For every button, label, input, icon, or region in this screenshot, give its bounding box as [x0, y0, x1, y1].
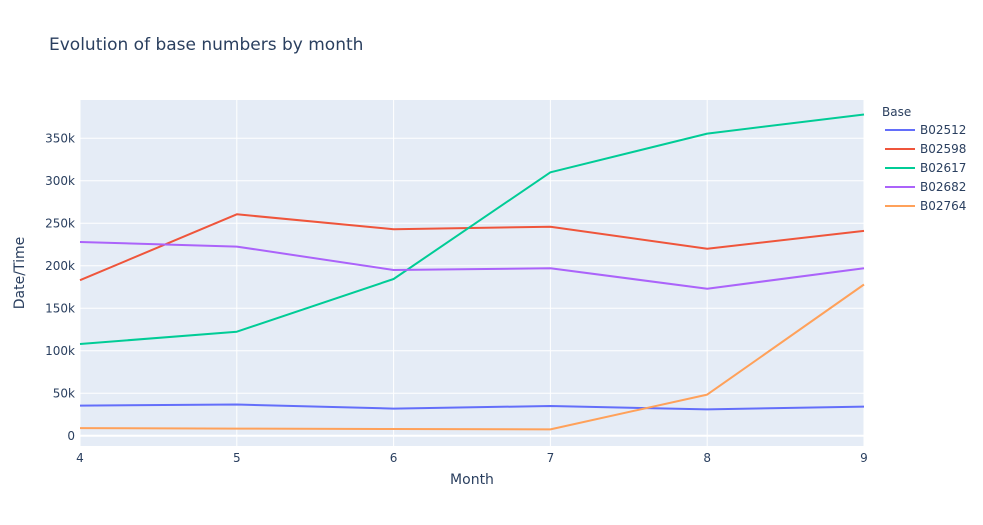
x-tick-label: 9 [860, 451, 868, 465]
legend-item-b02682[interactable]: B02682 [885, 180, 966, 194]
legend-item-b02764[interactable]: B02764 [885, 199, 966, 213]
legend-label: B02512 [920, 123, 966, 137]
chart-title: Evolution of base numbers by month [49, 35, 363, 55]
y-axis-ticks: 0 50k 100k 150k 200k 250k 300k 350k [45, 131, 75, 443]
legend-label: B02682 [920, 180, 966, 194]
series-line-b02512 [79, 403, 865, 411]
y-tick-label: 250k [45, 216, 75, 230]
plot-area [80, 100, 864, 446]
series-lines [79, 113, 865, 431]
legend-label: B02764 [920, 199, 966, 213]
legend-item-b02598[interactable]: B02598 [885, 142, 966, 156]
legend-item-b02512[interactable]: B02512 [885, 123, 966, 137]
y-tick-label: 300k [45, 174, 75, 188]
y-tick-label: 200k [45, 259, 75, 273]
x-tick-label: 7 [547, 451, 555, 465]
series-line-b02617 [79, 113, 865, 345]
legend: Base B02512 B02598 B02617 B02682 B02764 [882, 105, 966, 213]
x-axis-title: Month [450, 472, 494, 488]
legend-title: Base [882, 105, 911, 119]
gridlines [79, 100, 865, 446]
x-tick-label: 6 [390, 451, 398, 465]
legend-item-b02617[interactable]: B02617 [885, 161, 966, 175]
y-tick-label: 150k [45, 301, 75, 315]
x-axis-ticks: 4 5 6 7 8 9 [76, 451, 868, 465]
series-line-b02598 [79, 213, 865, 282]
y-tick-label: 350k [45, 131, 75, 145]
legend-label: B02598 [920, 142, 966, 156]
x-tick-label: 4 [76, 451, 84, 465]
y-tick-label: 100k [45, 344, 75, 358]
series-line-b02764 [79, 283, 865, 431]
x-tick-label: 5 [233, 451, 241, 465]
series-line-b02682 [79, 241, 865, 290]
x-tick-label: 8 [703, 451, 711, 465]
legend-label: B02617 [920, 161, 966, 175]
y-axis-title: Date/Time [12, 237, 28, 309]
y-tick-label: 50k [53, 386, 75, 400]
y-tick-label: 0 [67, 429, 75, 443]
